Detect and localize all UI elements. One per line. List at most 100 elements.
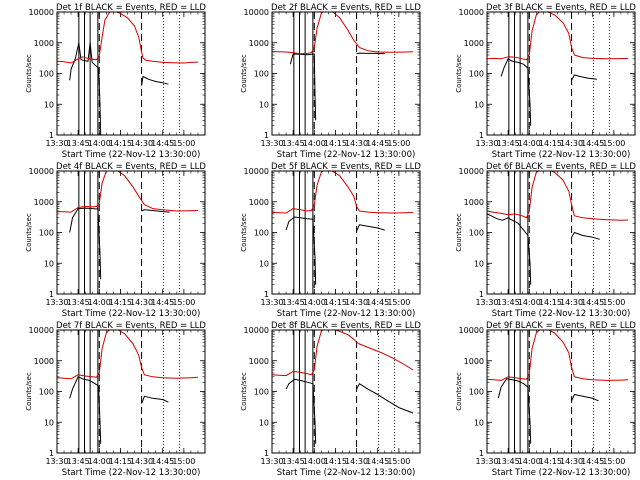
x-tick-label: 14:00 [303, 139, 326, 148]
x-tick-label: 14:45 [581, 298, 604, 307]
y-tick-label: 1 [49, 449, 54, 458]
y-tick-label: 100 [469, 388, 484, 397]
detector-panel-8: 1 10 100 1000 10000 13:3013:4514:0014:1514:30… [240, 321, 421, 478]
x-tick-label: 14:30 [130, 298, 153, 307]
x-axis-label: Start Time (22-Nov-12 13:30:00) [492, 150, 631, 160]
detector-panel-9: 1 10 100 1000 10000 13:3013:4514:0014:1514:30… [455, 321, 636, 478]
y-tick-label: 1 [479, 131, 484, 140]
x-tick-label: 14:30 [345, 457, 368, 466]
events-series-2 [356, 52, 385, 55]
events-series-1 [69, 42, 102, 135]
x-axis-label: Start Time (22-Nov-12 13:30:00) [62, 309, 201, 319]
panel-title: Det 3f BLACK = Events, RED = LLD [486, 3, 636, 13]
y-tick-label: 1000 [249, 198, 269, 207]
x-tick-label: 14:30 [130, 457, 153, 466]
x-tick-label: 14:30 [560, 139, 583, 148]
series-group [272, 171, 414, 285]
events-series-1 [69, 376, 102, 444]
x-tick-label: 14:45 [151, 298, 174, 307]
series-group [487, 171, 629, 285]
y-tick-label: 1000 [34, 39, 54, 48]
x-tick-label: 13:45 [282, 298, 305, 307]
lld-series-3 [272, 171, 414, 214]
events-series-2 [571, 232, 600, 240]
x-tick-label: 14:45 [366, 139, 389, 148]
x-tick-label: 14:30 [345, 139, 368, 148]
y-tick-label: 1 [49, 290, 54, 299]
x-tick-label: 14:45 [581, 457, 604, 466]
x-tick-label: 15:00 [172, 139, 195, 148]
y-tick-label: 100 [254, 229, 269, 238]
x-tick-label: 15:00 [602, 457, 625, 466]
x-tick-label: 14:00 [518, 139, 541, 148]
x-tick-label: 14:45 [581, 139, 604, 148]
y-tick-label: 10 [44, 259, 54, 268]
panel-title: Det 9f BLACK = Events, RED = LLD [486, 321, 636, 331]
x-tick-label: 14:15 [324, 139, 347, 148]
plot-frame [271, 11, 421, 136]
events-series-2 [356, 383, 414, 414]
y-axis-label: Counts/sec [455, 372, 463, 411]
events-series-2 [571, 394, 599, 402]
x-tick-label: 14:00 [303, 298, 326, 307]
detector-panel-7: 1 10 100 1000 10000 13:3013:4514:0014:1514:30… [25, 321, 206, 478]
y-tick-label: 10 [474, 418, 484, 427]
events-series-1 [487, 213, 532, 285]
series-group [487, 330, 629, 444]
x-tick-label: 15:00 [387, 139, 410, 148]
x-tick-label: 14:00 [88, 298, 111, 307]
x-tick-label: 14:45 [366, 457, 389, 466]
events-series-1 [285, 216, 317, 285]
y-axis-label: Counts/sec [455, 213, 463, 252]
series-group [57, 171, 199, 280]
x-tick-label: 13:30 [45, 298, 68, 307]
panel-title: Det 6f BLACK = Events, RED = LLD [486, 162, 636, 172]
x-tick-label: 14:15 [539, 457, 562, 466]
x-tick-label: 13:30 [475, 298, 498, 307]
panel-title: Det 1f BLACK = Events, RED = LLD [56, 3, 206, 13]
y-tick-label: 1000 [249, 39, 269, 48]
y-tick-label: 100 [39, 70, 54, 79]
panel-title: Det 4f BLACK = Events, RED = LLD [56, 162, 206, 172]
y-tick-label: 10 [259, 259, 269, 268]
x-tick-label: 13:45 [497, 139, 520, 148]
y-tick-label: 100 [469, 70, 484, 79]
y-axis-label: Counts/sec [25, 54, 33, 93]
y-axis-label: Counts/sec [25, 372, 33, 411]
plot-frame [56, 170, 206, 295]
detector-panel-4: 1 10 100 1000 10000 13:3013:4514:0014:1514:30… [25, 162, 206, 319]
plot-frame [271, 170, 421, 295]
y-axis-label: Counts/sec [455, 54, 463, 93]
x-tick-label: 15:00 [172, 298, 195, 307]
events-series-1 [500, 58, 532, 126]
y-tick-label: 100 [39, 388, 54, 397]
panel-title: Det 5f BLACK = Events, RED = LLD [271, 162, 421, 172]
x-tick-label: 14:00 [88, 457, 111, 466]
x-tick-label: 13:30 [260, 457, 283, 466]
detector-panel-3: 1 10 100 1000 10000 13:3013:4514:0014:1514:30… [455, 3, 636, 160]
y-axis-label: Counts/sec [25, 213, 33, 252]
events-series-2 [141, 395, 169, 404]
x-tick-label: 14:15 [539, 139, 562, 148]
x-axis-label: Start Time (22-Nov-12 13:30:00) [62, 150, 201, 160]
x-tick-label: 15:00 [387, 298, 410, 307]
lld-series-3 [272, 330, 414, 377]
y-tick-label: 10000 [244, 8, 269, 17]
events-series-2 [141, 76, 169, 86]
y-tick-label: 1000 [464, 39, 484, 48]
x-tick-label: 13:30 [475, 457, 498, 466]
x-tick-label: 13:45 [282, 139, 305, 148]
y-axis-label: Counts/sec [240, 54, 248, 93]
lld-series-3 [57, 330, 199, 380]
y-tick-label: 100 [39, 229, 54, 238]
panel-title: Det 2f BLACK = Events, RED = LLD [271, 3, 421, 13]
x-tick-label: 13:45 [67, 298, 90, 307]
x-tick-label: 13:45 [497, 457, 520, 466]
panel-title: Det 8f BLACK = Events, RED = LLD [271, 321, 421, 331]
y-tick-label: 10 [44, 100, 54, 109]
lld-series-3 [487, 171, 629, 221]
lld-series-3 [57, 12, 199, 64]
x-tick-label: 14:30 [345, 298, 368, 307]
y-tick-label: 10 [259, 418, 269, 427]
y-tick-label: 10000 [29, 167, 54, 176]
